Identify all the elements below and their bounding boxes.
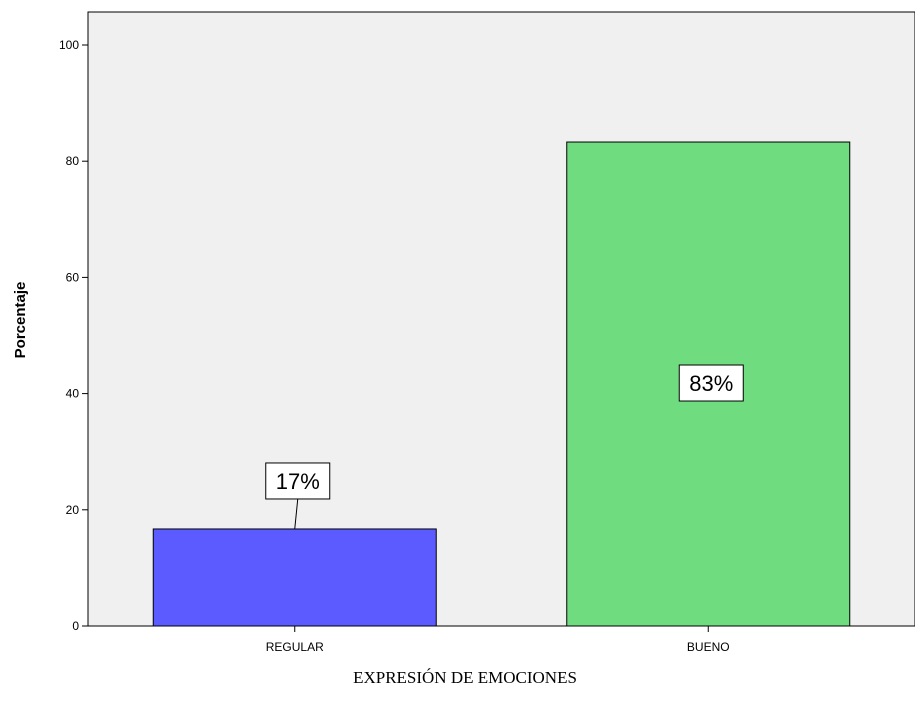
x-axis: REGULAR BUENO [266, 626, 730, 654]
y-axis: 0 20 40 60 80 100 [59, 38, 88, 633]
data-label-box [678, 364, 744, 402]
category-label-bueno: BUENO [687, 640, 730, 654]
category-label-regular: REGULAR [266, 640, 324, 654]
data-label-leader [294, 498, 299, 530]
y-tick-label: 20 [66, 503, 80, 517]
data-label: 17% [276, 469, 320, 494]
x-axis-label: EXPRESIÓN DE EMOCIONES [353, 668, 577, 687]
y-tick-label: 40 [66, 387, 80, 401]
y-tick-label: 0 [72, 619, 79, 633]
y-tick-label: 100 [59, 38, 79, 52]
y-tick-label: 80 [66, 154, 80, 168]
data-label: 83% [689, 371, 733, 396]
data-label-box [265, 462, 331, 500]
bars: 17% 83% [152, 141, 851, 627]
y-tick-label: 60 [66, 270, 80, 284]
y-axis-label: Porcentaje [12, 282, 29, 359]
bar-regular [152, 528, 437, 627]
